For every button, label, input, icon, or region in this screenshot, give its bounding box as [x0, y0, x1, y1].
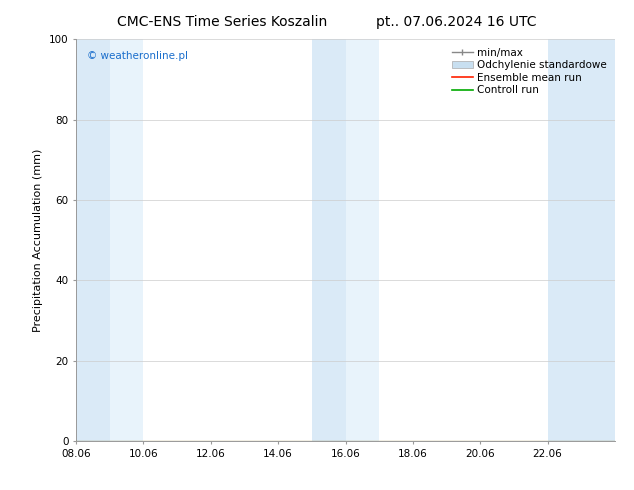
Text: © weatheronline.pl: © weatheronline.pl — [87, 51, 188, 61]
Bar — [548, 39, 625, 441]
Bar — [66, 39, 110, 441]
Y-axis label: Precipitation Accumulation (mm): Precipitation Accumulation (mm) — [33, 148, 43, 332]
Legend: min/max, Odchylenie standardowe, Ensemble mean run, Controll run: min/max, Odchylenie standardowe, Ensembl… — [449, 45, 610, 98]
Text: CMC-ENS Time Series Koszalin: CMC-ENS Time Series Koszalin — [117, 15, 327, 29]
Bar — [110, 39, 143, 441]
Bar — [312, 39, 346, 441]
Text: pt.. 07.06.2024 16 UTC: pt.. 07.06.2024 16 UTC — [376, 15, 537, 29]
Bar — [346, 39, 379, 441]
